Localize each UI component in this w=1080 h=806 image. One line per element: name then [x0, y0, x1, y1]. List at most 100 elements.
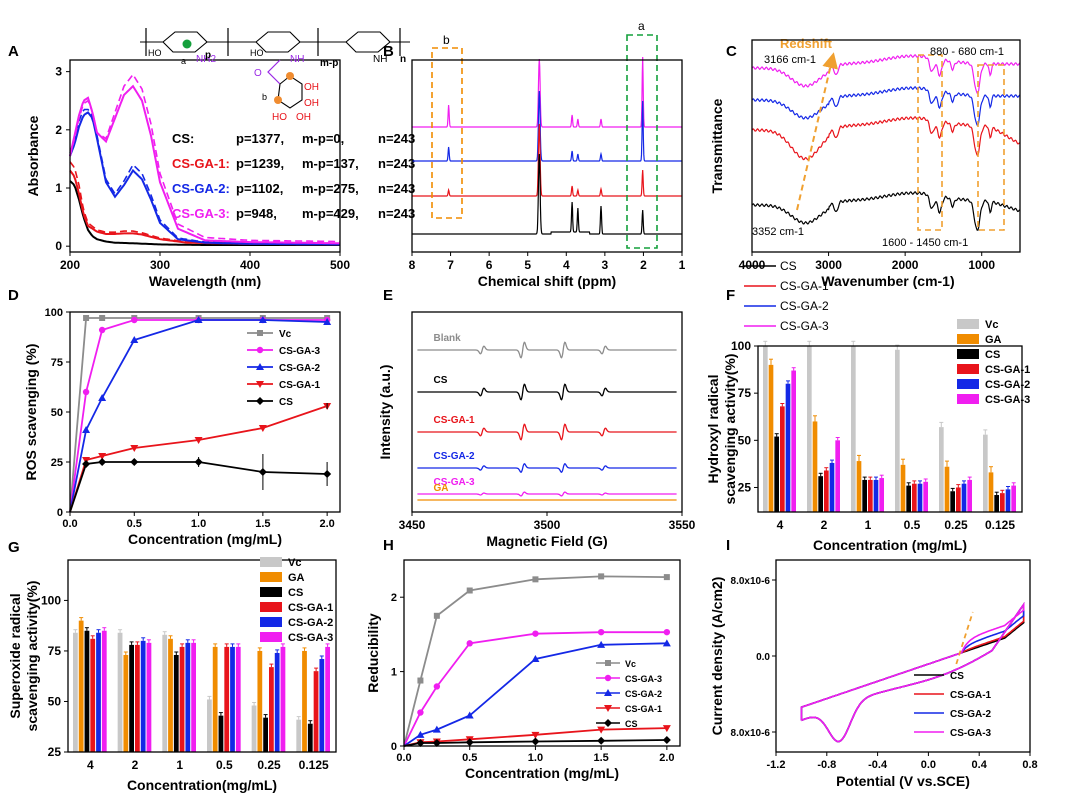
legend-swatch [957, 379, 979, 389]
panel-f: 4 2 1 0.5 0.25 0.125 25 50 75 100 Concentration (m… [705, 319, 1030, 553]
epr-label: GA [434, 483, 449, 494]
x-tick-label: 3500 [534, 518, 561, 532]
x-tick-label: 2 [132, 758, 139, 772]
epr-label: Blank [434, 333, 462, 344]
x-tick-label: 1.5 [255, 518, 270, 530]
y-tick-label: 100 [731, 339, 751, 353]
mp-subscript: m-p [320, 58, 338, 69]
reducibility-point [531, 731, 540, 739]
x-tick-label: 0.125 [985, 518, 1015, 532]
x-axis-label: Concentration(mg/mL) [127, 777, 277, 793]
x-tick-label: 0.25 [257, 758, 281, 772]
bar [956, 487, 961, 512]
bar [191, 642, 196, 752]
x-axis-label: Concentration (mg/mL) [813, 537, 967, 553]
bar [1000, 493, 1005, 512]
bar [967, 479, 972, 512]
y-axis-label: Transmittance [709, 98, 725, 193]
bar [994, 495, 999, 512]
x-axis-label: Wavenumber (cm-1) [821, 273, 954, 289]
ros-line-CS [69, 461, 328, 513]
reducibility-point [531, 737, 540, 746]
plot-frame-i [775, 559, 1031, 753]
panel-label-E: E [383, 287, 393, 304]
x-axis-label: Concentration (mg/mL) [465, 765, 619, 781]
legend-label: Vc [625, 659, 636, 669]
y-tick-label: 50 [738, 433, 752, 447]
ros-point [194, 437, 203, 444]
legend-label: CS-GA-1 [950, 690, 992, 701]
bar [856, 461, 862, 512]
y-axis-label-line1: Hydroxyl radical [705, 375, 721, 484]
annotation-mp: m-p=429, [302, 206, 359, 221]
x-tick-label: 2.0 [659, 752, 674, 764]
y-tick-label: 0 [57, 507, 63, 519]
panel-label-F: F [726, 287, 735, 304]
x-tick-label: -0.8 [817, 759, 836, 771]
y-axis-label: Current density (A/cm2) [709, 577, 725, 736]
nh-label-right: NH [373, 54, 387, 65]
nmr-spectrum-red [412, 123, 682, 197]
bar [257, 650, 263, 752]
legend-marker [256, 346, 264, 354]
peak-label-3166: 3166 cm-1 [764, 54, 816, 66]
bar [917, 483, 923, 512]
panel-label-D: D [8, 287, 19, 304]
y-axis-label-line2: scavenging activity(%) [722, 354, 738, 505]
legend-label: CS-GA-2 [985, 379, 1030, 391]
plot-frame-a [69, 59, 341, 253]
x-tick-label: 3450 [399, 518, 426, 532]
x-tick-label: 1 [865, 518, 872, 532]
cv-curve-CS-GA-3 [800, 601, 1025, 743]
box-label-a: a [638, 19, 645, 33]
y-axis-label: ROS scavenging (%) [23, 344, 39, 481]
legend-swatch [260, 587, 282, 597]
peak-label-1600-1450: 1600 - 1450 cm-1 [882, 237, 968, 249]
reducibility-point [417, 677, 424, 684]
panel-h: 0.0 0.5 1.0 1.5 2.0 0 1 2 Concentration (mg/mL) R… [365, 559, 681, 781]
legend-swatch [957, 349, 979, 359]
x-tick-label: 2 [821, 518, 828, 532]
reducibility-point [662, 725, 671, 733]
bar [218, 715, 224, 752]
bar [96, 632, 101, 752]
legend-label: CS-GA-3 [288, 632, 333, 644]
x-tick-label: 0.5 [462, 752, 477, 764]
cv-curve-CS [800, 601, 1025, 743]
y-axis-label-line1: Superoxide radical [7, 593, 23, 718]
legend-label: Vc [288, 557, 301, 569]
bar [812, 421, 818, 512]
bar [224, 646, 230, 752]
annotation-n: n=243 [378, 181, 415, 196]
legend-swatch [260, 572, 282, 582]
bar [950, 491, 955, 512]
legend-swatch [957, 334, 979, 344]
redshift-label: Redshift [780, 36, 833, 51]
bar [862, 479, 867, 512]
x-axis-label: Magnetic Field (G) [486, 533, 607, 549]
bar [162, 634, 168, 752]
bar [280, 646, 286, 752]
atom-a-label: a [181, 56, 186, 66]
legend-label: CS-GA-3 [780, 319, 829, 333]
y-tick-label: 25 [51, 457, 63, 469]
bar [179, 646, 185, 752]
bar [173, 654, 179, 752]
reducibility-point [416, 739, 425, 748]
epr-spectrum-CS-GA-1 [417, 423, 677, 441]
legend-label: CS [625, 719, 638, 729]
chemical-structure: a NH2 HO p NH n NH m-p HO Ob OH OH HO OH [140, 28, 410, 123]
bar [763, 346, 768, 512]
x-tick-label: 4000 [739, 258, 766, 272]
bar [146, 642, 152, 752]
x-tick-label: 0.25 [944, 518, 968, 532]
panel-label-B: B [383, 43, 394, 60]
legend-label: Vc [279, 329, 292, 340]
bar [185, 642, 191, 752]
annotation-mp: m-p=137, [302, 156, 359, 171]
bar [780, 406, 785, 512]
annotation-p: p=1102, [236, 181, 283, 196]
nmr-spectrum-black [412, 153, 682, 235]
legend-label: CS [950, 671, 964, 682]
annotation-n: n=243 [378, 156, 415, 171]
